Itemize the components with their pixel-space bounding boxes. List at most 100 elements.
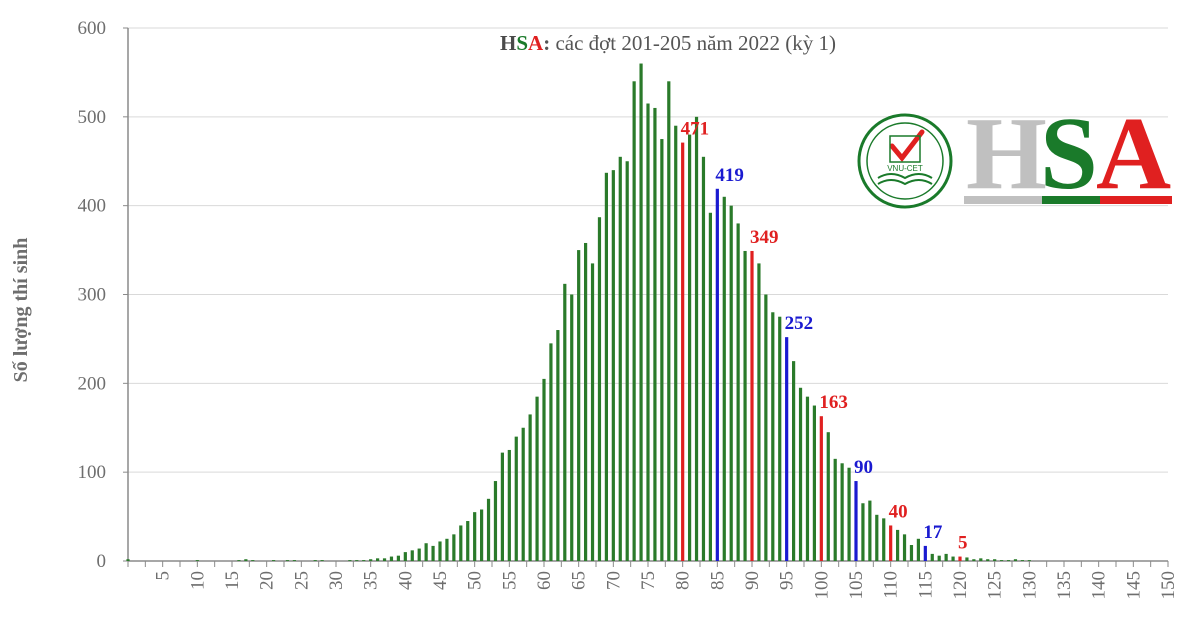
bar-103 <box>840 463 844 561</box>
bar-65 <box>577 250 581 562</box>
bar-78 <box>667 81 671 562</box>
bar-42 <box>417 548 421 561</box>
x-tick-label-130: 130 <box>1019 571 1040 600</box>
x-tick-label-5: 5 <box>153 571 174 581</box>
hsa-wordmark: H S A <box>964 108 1172 211</box>
bar-100 <box>819 416 823 561</box>
bar-91 <box>757 263 761 561</box>
bar-64 <box>570 294 574 561</box>
logo-letter-h: H <box>966 108 1047 211</box>
bar-111 <box>896 529 900 561</box>
bar-120 <box>958 556 962 561</box>
hsa-logo: VNU-CET H S A <box>857 108 1172 211</box>
bar-93 <box>771 312 775 561</box>
x-tick-label-10: 10 <box>187 571 208 590</box>
bar-17 <box>244 559 248 561</box>
bar-110 <box>889 525 893 561</box>
x-tick-label-20: 20 <box>257 571 278 590</box>
bar-57 <box>521 427 525 561</box>
bar-92 <box>764 294 768 561</box>
bar-52 <box>486 498 491 561</box>
bar-34 <box>362 560 366 561</box>
bar-69 <box>604 172 608 561</box>
x-tick-label-120: 120 <box>950 571 971 600</box>
bar-50 <box>473 512 477 561</box>
bar-41 <box>410 550 414 561</box>
bar-28 <box>320 560 324 561</box>
bar-99 <box>812 405 816 561</box>
y-tick-label-200: 200 <box>78 373 107 394</box>
bar-127 <box>1006 560 1011 561</box>
bar-68 <box>597 217 602 561</box>
x-tick-label-35: 35 <box>361 571 382 590</box>
bar-37 <box>382 558 387 561</box>
bar-107 <box>868 500 872 561</box>
bar-60 <box>542 378 546 561</box>
x-tick-labels: 5 10 15 20 25 30 35 40 45 50 55 60 65 70 75 80 85 90 95 100… <box>153 571 1179 600</box>
x-tick-label-30: 30 <box>326 571 347 590</box>
data-label-90: 349 <box>750 227 779 248</box>
x-tick-label-85: 85 <box>707 571 728 590</box>
data-label-115: 17 <box>923 522 943 543</box>
bar-48 <box>459 525 463 561</box>
bar-98 <box>805 396 810 561</box>
x-tick-label-150: 150 <box>1158 571 1179 600</box>
bar-114 <box>916 538 920 561</box>
data-label-85: 419 <box>715 165 744 186</box>
bar-115 <box>923 545 927 561</box>
bar-45 <box>438 541 442 561</box>
bar-97 <box>798 387 803 561</box>
bar-117 <box>937 555 941 561</box>
logo-stripe-green <box>1042 196 1100 204</box>
bar-85 <box>715 188 719 561</box>
bar-77 <box>660 139 664 561</box>
bar-86 <box>722 196 726 562</box>
data-label-120: 5 <box>958 533 968 554</box>
bar-71 <box>618 156 622 561</box>
bar-36 <box>376 558 380 561</box>
y-tick-label-300: 300 <box>78 285 107 306</box>
bar-94 <box>778 316 782 561</box>
bar-101 <box>826 432 830 561</box>
bar-79 <box>674 125 678 561</box>
bar-53 <box>493 481 498 561</box>
y-tick-label-400: 400 <box>78 196 107 217</box>
bar-106 <box>861 503 865 561</box>
x-tick-label-45: 45 <box>430 571 451 590</box>
bar-118 <box>944 553 948 561</box>
bar-47 <box>452 534 456 561</box>
bar-123 <box>979 558 983 561</box>
x-tick-label-25: 25 <box>291 571 312 590</box>
logo-stripe-red <box>1100 196 1172 204</box>
x-tick-label-95: 95 <box>777 571 798 590</box>
bar-95 <box>785 337 789 561</box>
bar-56 <box>514 436 518 561</box>
x-tick-label-110: 110 <box>881 571 902 599</box>
x-tick-label-50: 50 <box>465 571 486 590</box>
bar-21 <box>272 560 276 561</box>
x-tick-label-115: 115 <box>915 571 936 599</box>
bar-89 <box>743 250 747 561</box>
bar-46 <box>445 538 449 561</box>
bar-88 <box>736 223 740 561</box>
bar-23 <box>285 560 290 561</box>
data-label-80: 471 <box>681 119 710 140</box>
bar-104 <box>847 467 851 561</box>
bar-72 <box>625 161 629 561</box>
bar-105 <box>854 481 858 561</box>
y-tick-label-500: 500 <box>78 107 107 128</box>
bar-109 <box>882 518 886 561</box>
bar-87 <box>729 205 733 561</box>
seal-text: VNU-CET <box>887 164 923 173</box>
bar-96 <box>792 361 796 561</box>
logo-stripe-gray <box>964 196 1042 204</box>
vnu-cet-seal-icon: VNU-CET <box>857 113 953 209</box>
bar-63 <box>563 283 567 561</box>
x-tick-label-90: 90 <box>742 571 763 590</box>
bar-24 <box>292 560 296 561</box>
title-text: các đợt 201-205 năm 2022 (kỳ 1) <box>550 31 836 55</box>
bar-58 <box>528 414 532 561</box>
bar-121 <box>965 557 969 561</box>
